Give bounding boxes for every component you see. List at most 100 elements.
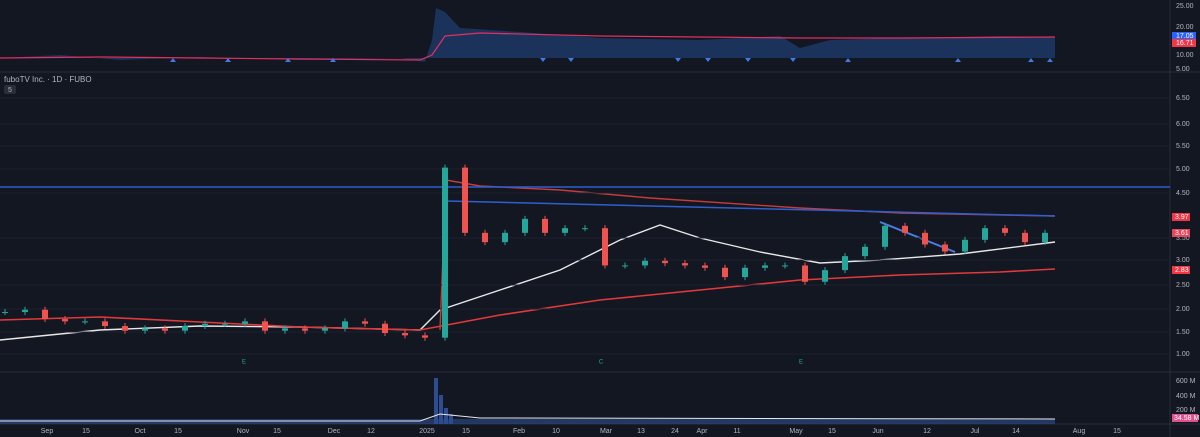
price-badge-bg: [1172, 39, 1196, 47]
date-label: 24: [671, 428, 679, 435]
candle: [2, 312, 8, 314]
event-marker: E: [799, 360, 803, 366]
price-badge: 16.71: [1176, 40, 1194, 47]
ma-red-long: [0, 268, 1056, 331]
candle: [622, 265, 628, 267]
interval-badge[interactable]: 5: [8, 87, 12, 94]
date-label: 12: [367, 428, 375, 435]
indicator-line: [0, 32, 1056, 61]
candle: [382, 323, 388, 334]
date-label: 15: [273, 428, 281, 435]
indicator-area: [0, 8, 1055, 62]
indicator-triangles: [170, 58, 1053, 62]
candle: [82, 321, 88, 323]
volume-badge: 34.58 M: [1174, 415, 1199, 422]
candle: [902, 225, 908, 233]
candle: [322, 328, 328, 331]
candle: [1002, 228, 1008, 233]
price-badge: 3.61: [1175, 230, 1189, 237]
candle: [1042, 232, 1048, 243]
axis-label: 25.00: [1176, 3, 1194, 10]
date-label: 14: [1012, 428, 1020, 435]
candle: [242, 321, 248, 324]
candle: [682, 263, 688, 266]
candle: [142, 328, 148, 331]
event-marker: C: [599, 360, 604, 366]
candle: [822, 270, 828, 282]
price-badge: 2.83: [1175, 267, 1189, 274]
date-label: 15: [174, 428, 182, 435]
date-label: 15: [82, 428, 90, 435]
date-label: Dec: [328, 428, 341, 435]
date-label: Mar: [600, 428, 613, 435]
candle: [702, 265, 708, 268]
candle: [42, 309, 48, 320]
price-badge: 17.05: [1176, 33, 1194, 40]
candle: [422, 335, 428, 338]
candle: [862, 246, 868, 257]
candle: [442, 167, 448, 338]
candle: [282, 328, 288, 331]
axis-label: 2.50: [1176, 282, 1190, 289]
candle: [482, 232, 488, 243]
candle: [762, 265, 768, 268]
axis-label: 10.00: [1176, 52, 1194, 59]
candle: [202, 323, 208, 327]
candle: [222, 323, 228, 325]
price-badge-bg: [1172, 266, 1190, 274]
axis-label: 5.50: [1176, 143, 1190, 150]
date-label: Aug: [1073, 428, 1086, 435]
price-badge-bg: [1172, 229, 1190, 237]
axis-label: 4.50: [1176, 190, 1190, 197]
date-label: Sep: [41, 428, 54, 435]
event-marker: E: [242, 360, 246, 366]
axis-label: 20.00: [1176, 24, 1194, 31]
axis-label: 5.00: [1176, 66, 1190, 73]
date-label: 11: [733, 428, 740, 435]
axis-label: 400 M: [1176, 393, 1196, 400]
candle: [362, 321, 368, 324]
date-label: May: [789, 428, 803, 435]
candle: [982, 228, 988, 240]
date-label: 15: [462, 428, 470, 435]
candle: [642, 260, 648, 266]
interval-badge-bg[interactable]: [4, 85, 16, 94]
trendline: [445, 200, 1056, 217]
chart-title: fuboTV Inc. · 1D · FUBO: [4, 75, 92, 84]
date-label: 15: [1113, 428, 1121, 435]
candle: [102, 321, 108, 327]
volume-ma: [0, 413, 1056, 422]
date-label: Nov: [237, 428, 250, 435]
candle: [342, 321, 348, 329]
candle: [162, 328, 168, 331]
candle: [62, 319, 68, 322]
ma-white: [0, 224, 1056, 341]
candle: [742, 267, 748, 278]
date-label: Oct: [135, 428, 146, 435]
candle: [122, 326, 128, 331]
candle: [502, 232, 508, 243]
axis-label: 6.00: [1176, 121, 1190, 128]
candle: [962, 239, 968, 252]
volume-badge-bg: [1172, 414, 1198, 422]
axis-label: 3.50: [1176, 235, 1190, 242]
candle: [402, 333, 408, 336]
axis-label: 600 M: [1176, 378, 1196, 385]
candle: [722, 267, 728, 278]
date-label: Jun: [872, 428, 883, 435]
axis-label: 2.00: [1176, 306, 1190, 313]
candle: [662, 260, 668, 264]
axis-label: 6.50: [1176, 95, 1190, 102]
candle: [522, 218, 528, 233]
candle: [802, 265, 808, 282]
date-label: 15: [828, 428, 836, 435]
date-label: 10: [552, 428, 560, 435]
candle: [302, 328, 308, 331]
candle: [942, 244, 948, 252]
axis-label: 200 M: [1176, 407, 1196, 414]
axis-label: 3.00: [1176, 257, 1190, 264]
candle: [262, 321, 268, 331]
date-label: 13: [637, 428, 645, 435]
